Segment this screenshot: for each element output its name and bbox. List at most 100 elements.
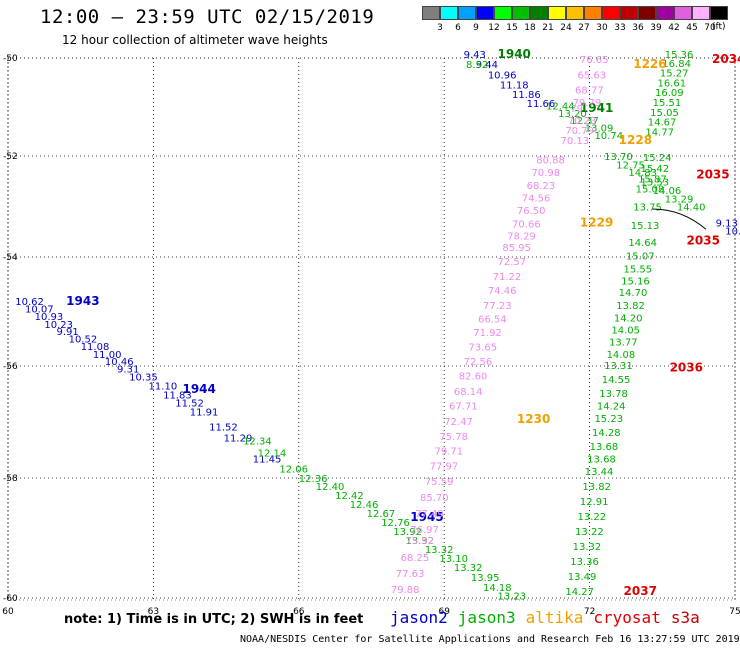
legend-swatch — [548, 6, 566, 20]
swh-reading: 13.95 — [471, 573, 500, 584]
swh-reading: 12.67 — [367, 509, 396, 520]
lat-tick-label: -60 — [3, 594, 18, 604]
swh-reading: 68.77 — [575, 85, 604, 96]
swh-reading: 16.84 — [662, 59, 691, 70]
swh-reading: 15.51 — [653, 98, 682, 109]
lon-tick-label: 75 — [729, 607, 740, 617]
track-jason3: 8.5212.4413.2012.3713.0910.7413.7012.751… — [243, 47, 705, 603]
swh-reading: 16.61 — [657, 78, 686, 89]
swh-reading: 13.09 — [585, 124, 614, 135]
swh-reading: 13.49 — [568, 572, 597, 583]
swh-reading: 76.65 — [580, 55, 609, 66]
swh-reading: 12.42 — [335, 491, 364, 502]
pass-time-label: 2035 — [687, 233, 720, 247]
satellite-name-jason2: jason2 — [390, 608, 448, 627]
swh-reading: 10.52 — [69, 335, 98, 346]
swh-reading: 13.36 — [570, 557, 599, 568]
swh-reading: 75.92 — [405, 536, 434, 547]
pass-time-label: 2037 — [624, 584, 657, 598]
satellite-legend: jason2 jason3 altika cryosat s3a — [390, 608, 710, 627]
legend-label: 27 — [578, 23, 590, 33]
legend-label: 18 — [524, 23, 536, 33]
legend-swatch — [512, 6, 530, 20]
pass-time-label: 1229 — [580, 216, 613, 230]
pass-time-label: 1228 — [619, 133, 652, 147]
swh-reading: 13.10 — [439, 554, 468, 565]
pass-time-label: 1941 — [580, 101, 613, 115]
swh-reading: 78.29 — [507, 231, 536, 242]
swh-reading: 13.32 — [454, 563, 483, 574]
swh-reading: 11.86 — [512, 90, 541, 101]
swh-reading: 9.43 — [464, 50, 486, 61]
swh-reading: 14.77 — [645, 127, 674, 138]
swh-reading: 85.95 — [502, 243, 531, 254]
swh-reading: 13.53 — [640, 177, 669, 188]
swh-reading: 12.75 — [616, 161, 645, 172]
swh-reading: 72.57 — [498, 257, 527, 268]
legend-label: 24 — [560, 23, 572, 33]
swh-reading: 72.47 — [444, 417, 473, 428]
swh-reading: 77.23 — [483, 301, 512, 312]
legend-label: 9 — [473, 23, 479, 33]
lat-tick-label: -56 — [3, 362, 18, 372]
lat-tick-label: -58 — [3, 474, 18, 484]
pass-time-label: 1943 — [66, 294, 99, 308]
legend-swatch — [584, 6, 602, 20]
swh-reading: 9.13 — [716, 219, 738, 230]
lon-tick-label: 60 — [2, 607, 14, 617]
legend-label: 33 — [614, 23, 626, 33]
page-subtitle: 12 hour collection of altimeter wave hei… — [62, 33, 328, 47]
swh-reading: 15.55 — [624, 264, 653, 275]
swh-reading: 67.71 — [449, 402, 478, 413]
legend-swatch — [692, 6, 710, 20]
swh-reading: 11.83 — [163, 390, 192, 401]
swh-reading: 13.70 — [604, 152, 633, 163]
color-legend: 3 6 9 12 15 18 21 24 27 30 33 36 39 42 45 70 — [422, 6, 734, 38]
swh-reading: 13.77 — [609, 337, 638, 348]
swh-reading: 65.63 — [577, 71, 606, 82]
swh-reading: 14.20 — [614, 313, 643, 324]
lat-tick-label: -54 — [3, 253, 18, 263]
swh-reading: 13.75 — [633, 203, 662, 214]
swh-reading: 16.09 — [655, 88, 684, 99]
swh-reading: 9.44 — [476, 60, 498, 71]
swh-reading: 79.79 — [573, 98, 602, 109]
swh-reading: 14.24 — [597, 402, 626, 413]
swh-reading: 15.05 — [650, 108, 679, 119]
swh-reading: 68.14 — [454, 387, 483, 398]
swh-reading: 14.55 — [602, 375, 631, 386]
swh-reading: 73.65 — [468, 343, 497, 354]
swh-reading: 79 — [570, 104, 583, 115]
swh-reading: 76.50 — [517, 206, 546, 217]
pass-time-label: 2036 — [670, 361, 703, 375]
swh-reading: 77.63 — [396, 569, 425, 580]
swh-reading: 13.92 — [393, 527, 422, 538]
legend-swatch — [674, 6, 692, 20]
swh-reading: 12.34 — [243, 436, 272, 447]
swh-reading: 9.31 — [117, 365, 139, 376]
swh-reading: 76.97 — [410, 525, 439, 536]
satellite-name-altika: altika — [525, 608, 584, 627]
page-title: 12:00 – 23:59 UTC 02/15/2019 — [40, 6, 375, 28]
swh-reading: 14.83 — [628, 168, 657, 179]
swh-reading: 72.56 — [464, 357, 493, 368]
swh-reading: 75.78 — [439, 432, 468, 443]
swh-reading: 10.93 — [35, 312, 64, 323]
swh-reading: 70.79 — [565, 126, 594, 137]
swh-reading: 70.66 — [512, 220, 541, 231]
swh-reading: 13.32 — [573, 542, 602, 553]
swh-reading: 12.37 — [570, 116, 599, 127]
swh-reading: 13.68 — [587, 454, 616, 465]
swh-reading: 14.18 — [483, 583, 512, 594]
swh-reading: 71.22 — [493, 272, 522, 283]
map-frame — [7, 57, 736, 601]
pass-time-label: 2034 — [712, 52, 740, 66]
swh-reading: 10.35 — [129, 373, 158, 384]
swh-reading: 10.74 — [594, 131, 623, 142]
lon-tick-label: 69 — [438, 607, 450, 617]
legend-swatch — [710, 6, 728, 20]
swh-reading: 12.14 — [258, 449, 287, 460]
swh-reading: 12.91 — [580, 497, 609, 508]
units-note: note: 1) Time is in UTC; 2) SWH is in fe… — [64, 612, 364, 627]
